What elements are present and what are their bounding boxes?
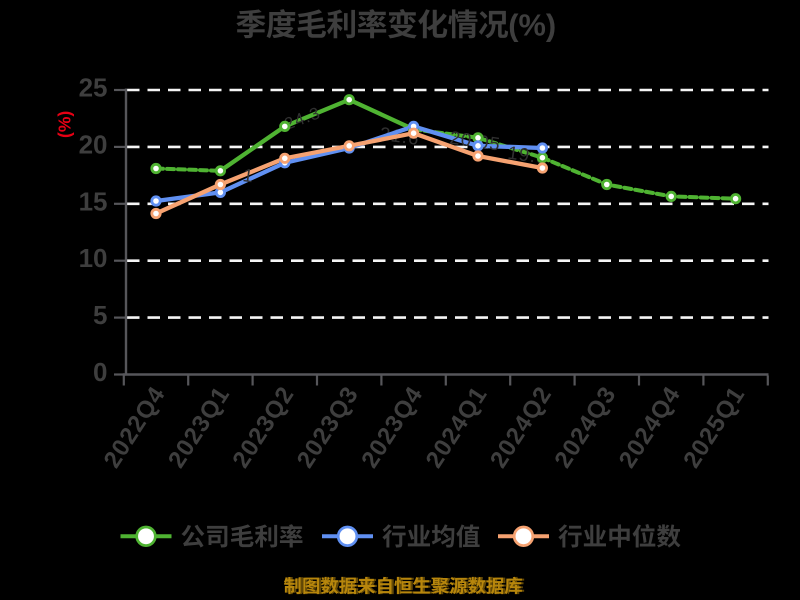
svg-text:20: 20 bbox=[79, 129, 108, 159]
svg-text:(%): (%) bbox=[55, 111, 75, 138]
svg-text:0: 0 bbox=[93, 357, 107, 387]
svg-text:5: 5 bbox=[93, 300, 107, 330]
svg-text:25: 25 bbox=[79, 73, 108, 103]
svg-text:(%): (%) bbox=[508, 8, 556, 43]
svg-text:1: 1 bbox=[241, 164, 255, 186]
svg-text:10: 10 bbox=[79, 243, 108, 273]
svg-text:15: 15 bbox=[79, 186, 108, 216]
